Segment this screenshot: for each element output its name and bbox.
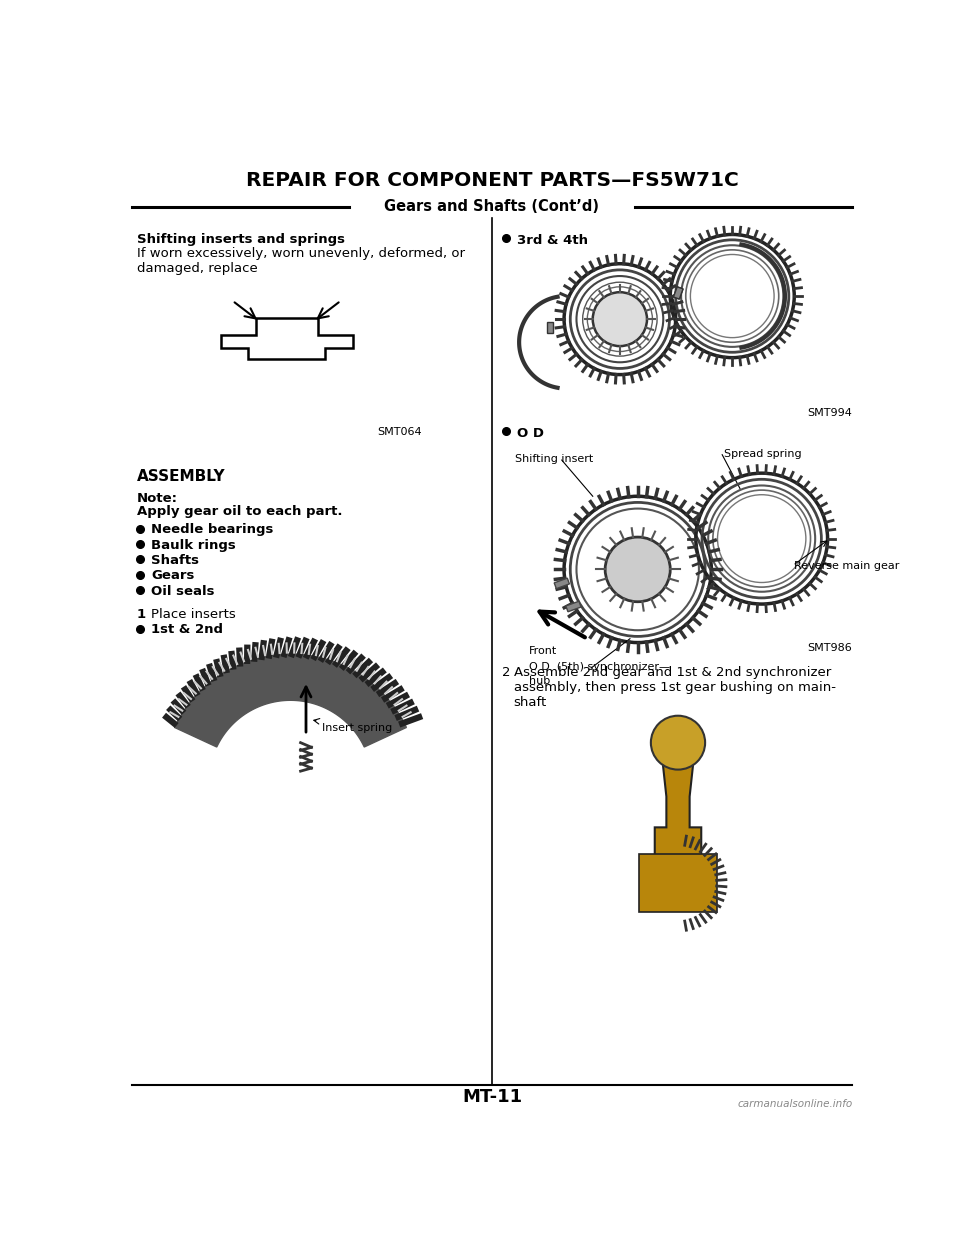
Text: carmanualsonline.info: carmanualsonline.info [737, 1099, 852, 1109]
Text: hub: hub [529, 675, 550, 685]
Text: Reverse main gear: Reverse main gear [794, 560, 900, 570]
Polygon shape [221, 318, 352, 359]
Text: Insert spring: Insert spring [314, 719, 392, 733]
Text: 3rd & 4th: 3rd & 4th [516, 235, 588, 247]
Text: O D  (5th) synchronizer—: O D (5th) synchronizer— [529, 661, 670, 671]
Text: 1: 1 [137, 608, 146, 622]
Circle shape [651, 715, 706, 770]
Text: Shifting insert: Shifting insert [516, 454, 593, 464]
Polygon shape [175, 654, 406, 748]
Text: Shifting inserts and springs: Shifting inserts and springs [137, 233, 345, 246]
Text: If worn excessively, worn unevenly, deformed, or
damaged, replace: If worn excessively, worn unevenly, defo… [137, 247, 465, 275]
Bar [554, 578, 569, 589]
Text: Oil seals: Oil seals [151, 585, 214, 598]
Text: Shafts: Shafts [151, 554, 199, 567]
Text: MT-11: MT-11 [462, 1088, 522, 1106]
Bar [565, 602, 581, 612]
Text: 1st & 2nd: 1st & 2nd [151, 623, 223, 636]
Text: Gears and Shafts (Cont’d): Gears and Shafts (Cont’d) [385, 200, 599, 215]
Bar [674, 287, 683, 300]
Polygon shape [655, 746, 701, 859]
Bar [547, 322, 553, 333]
Text: Note:: Note: [137, 493, 178, 505]
Text: SMT994: SMT994 [807, 408, 852, 418]
Text: O D: O D [516, 427, 543, 441]
Text: 2: 2 [502, 665, 511, 679]
Text: REPAIR FOR COMPONENT PARTS—FS5W71C: REPAIR FOR COMPONENT PARTS—FS5W71C [246, 171, 738, 190]
Text: Gears: Gears [151, 569, 194, 583]
Text: Baulk rings: Baulk rings [151, 539, 236, 552]
Text: Front: Front [529, 646, 558, 656]
Text: ASSEMBLY: ASSEMBLY [137, 469, 226, 484]
Bar [674, 287, 683, 300]
Text: Needle bearings: Needle bearings [151, 523, 274, 537]
Text: Place inserts: Place inserts [151, 608, 236, 622]
Text: Assemble 2nd gear and 1st & 2nd synchronizer
assembly, then press 1st gear bushi: Assemble 2nd gear and 1st & 2nd synchron… [514, 665, 836, 709]
Text: SMT986: SMT986 [807, 643, 852, 653]
Text: Apply gear oil to each part.: Apply gear oil to each part. [137, 505, 343, 518]
Circle shape [605, 537, 670, 602]
Text: SMT064: SMT064 [377, 427, 422, 437]
Circle shape [592, 292, 647, 346]
Polygon shape [639, 855, 717, 912]
Text: Spread spring: Spread spring [725, 448, 803, 458]
